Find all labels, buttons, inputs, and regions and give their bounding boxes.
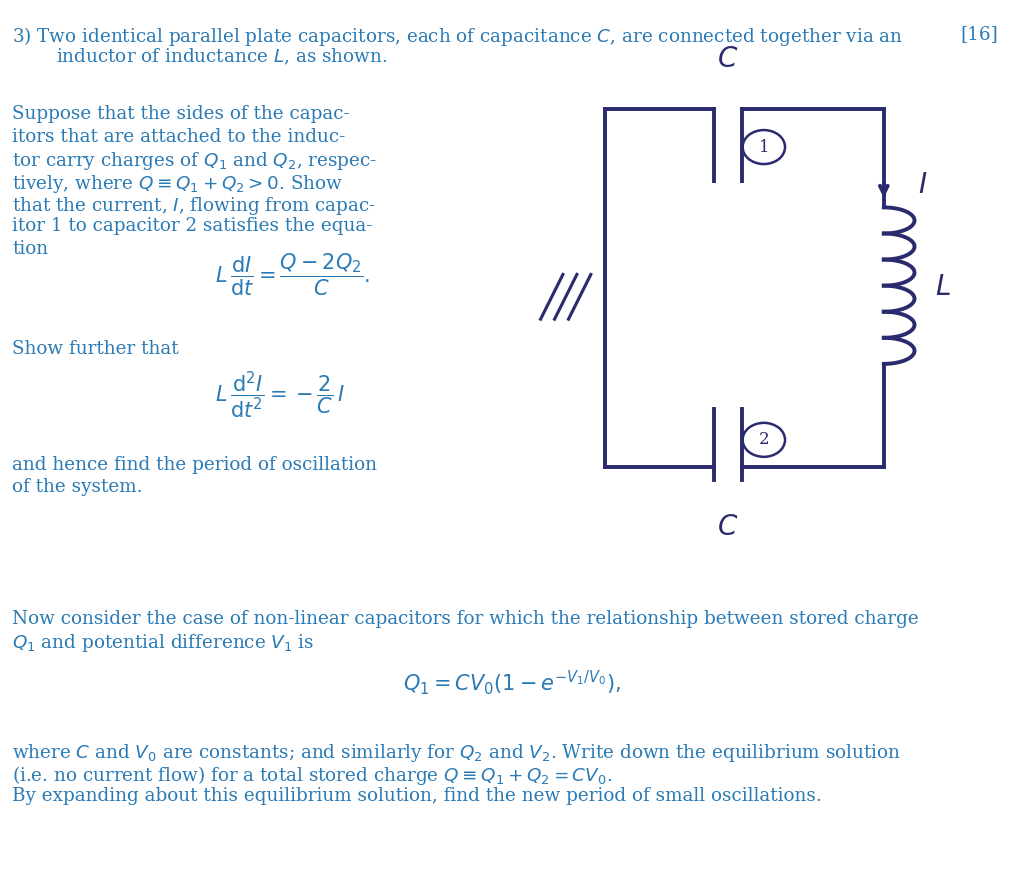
Text: itors that are attached to the induc-: itors that are attached to the induc- xyxy=(12,128,345,146)
Text: $Q_1$ and potential difference $V_1$ is: $Q_1$ and potential difference $V_1$ is xyxy=(12,632,314,654)
Text: tor carry charges of $Q_1$ and $Q_2$, respec-: tor carry charges of $Q_1$ and $Q_2$, re… xyxy=(12,150,378,173)
Text: $C$: $C$ xyxy=(717,46,738,73)
Text: (i.e. no current flow) for a total stored charge $Q \equiv Q_1 + Q_2 = CV_0$.: (i.e. no current flow) for a total store… xyxy=(12,764,612,788)
Text: inductor of inductance $L$, as shown.: inductor of inductance $L$, as shown. xyxy=(56,46,388,67)
Text: 3) Two identical parallel plate capacitors, each of capacitance $C$, are connect: 3) Two identical parallel plate capacito… xyxy=(12,25,903,48)
Text: and hence find the period of oscillation: and hence find the period of oscillation xyxy=(12,456,377,474)
Text: By expanding about this equilibrium solution, find the new period of small oscil: By expanding about this equilibrium solu… xyxy=(12,787,822,805)
Text: tion: tion xyxy=(12,240,48,257)
Text: itor 1 to capacitor 2 satisfies the equa-: itor 1 to capacitor 2 satisfies the equa… xyxy=(12,217,373,235)
Text: $I$: $I$ xyxy=(919,172,928,198)
Text: of the system.: of the system. xyxy=(12,478,142,496)
Text: where $C$ and $V_0$ are constants; and similarly for $Q_2$ and $V_2$. Write down: where $C$ and $V_0$ are constants; and s… xyxy=(12,742,901,764)
Text: that the current, $I$, flowing from capac-: that the current, $I$, flowing from capa… xyxy=(12,195,377,217)
Text: Suppose that the sides of the capac-: Suppose that the sides of the capac- xyxy=(12,105,350,123)
Text: $L$: $L$ xyxy=(935,274,950,301)
Text: [16]: [16] xyxy=(961,25,998,43)
Text: 1: 1 xyxy=(759,139,769,156)
Text: $L\,\dfrac{\mathrm{d}^2I}{\mathrm{d}t^2} = -\dfrac{2}{C}\,I$: $L\,\dfrac{\mathrm{d}^2I}{\mathrm{d}t^2}… xyxy=(215,369,345,421)
Text: Show further that: Show further that xyxy=(12,340,179,358)
Text: $L\,\dfrac{\mathrm{d}I}{\mathrm{d}t} = \dfrac{Q - 2Q_2}{C}.$: $L\,\dfrac{\mathrm{d}I}{\mathrm{d}t} = \… xyxy=(215,251,371,298)
Text: Now consider the case of non-linear capacitors for which the relationship betwee: Now consider the case of non-linear capa… xyxy=(12,610,919,628)
Text: 2: 2 xyxy=(759,431,769,449)
Text: tively, where $Q \equiv Q_1 + Q_2 > 0$. Show: tively, where $Q \equiv Q_1 + Q_2 > 0$. … xyxy=(12,173,343,195)
Text: $C$: $C$ xyxy=(717,513,738,541)
Text: $Q_1 = CV_0\left(1 - e^{-V_1/V_0}\right),$: $Q_1 = CV_0\left(1 - e^{-V_1/V_0}\right)… xyxy=(403,668,621,696)
